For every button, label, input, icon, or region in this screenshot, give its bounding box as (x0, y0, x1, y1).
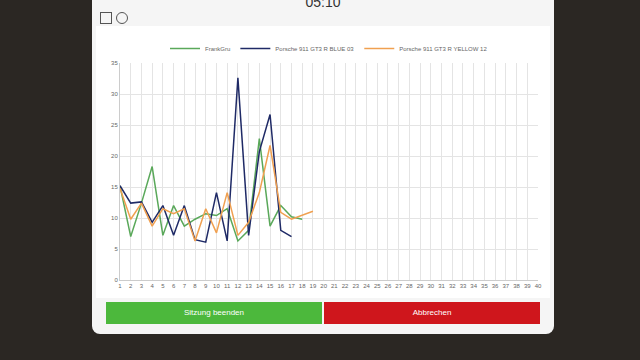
svg-text:23: 23 (352, 283, 359, 289)
svg-text:37: 37 (503, 283, 510, 289)
svg-text:21: 21 (331, 283, 338, 289)
svg-text:34: 34 (470, 283, 477, 289)
svg-text:11: 11 (224, 283, 231, 289)
svg-text:30: 30 (427, 283, 434, 289)
html-text:Abbrechen: Abbrechen (412, 308, 452, 317)
svg-text:24: 24 (363, 283, 370, 289)
svg-text:35: 35 (111, 60, 118, 66)
svg-text:33: 33 (460, 283, 467, 289)
svg-text:22: 22 (342, 283, 349, 289)
svg-text:2: 2 (129, 283, 133, 289)
svg-text:40: 40 (535, 283, 542, 289)
svg-text:1: 1 (118, 283, 122, 289)
svg-text:38: 38 (513, 283, 520, 289)
svg-text:29: 29 (417, 283, 424, 289)
svg-text:Porsche 911 GT3 R YELLOW 12: Porsche 911 GT3 R YELLOW 12 (399, 46, 487, 52)
svg-text:14: 14 (256, 283, 263, 289)
svg-text:10: 10 (213, 283, 220, 289)
svg-text:36: 36 (492, 283, 499, 289)
svg-text:3: 3 (140, 283, 144, 289)
svg-text:6: 6 (172, 283, 176, 289)
svg-text:FrankGru: FrankGru (205, 46, 230, 52)
svg-text:20: 20 (320, 283, 327, 289)
svg-text:17: 17 (288, 283, 295, 289)
svg-text:25: 25 (374, 283, 381, 289)
svg-text:5: 5 (161, 283, 165, 289)
svg-text:20: 20 (111, 153, 118, 159)
svg-text:28: 28 (406, 283, 413, 289)
svg-text:8: 8 (193, 283, 197, 289)
svg-text:9: 9 (204, 283, 208, 289)
svg-text:7: 7 (183, 283, 187, 289)
svg-text:4: 4 (150, 283, 154, 289)
svg-text:26: 26 (385, 283, 392, 289)
svg-text:31: 31 (438, 283, 445, 289)
svg-text:12: 12 (235, 283, 242, 289)
svg-text:30: 30 (111, 91, 118, 97)
svg-text:32: 32 (449, 283, 456, 289)
svg-text:15: 15 (111, 184, 118, 190)
svg-text:Porsche 911 GT3 R BLUE 03: Porsche 911 GT3 R BLUE 03 (275, 46, 354, 52)
svg-text:19: 19 (310, 283, 317, 289)
svg-text:0: 0 (114, 277, 118, 283)
svg-text:27: 27 (395, 283, 402, 289)
svg-text:18: 18 (299, 283, 306, 289)
svg-text:16: 16 (277, 283, 284, 289)
svg-text:13: 13 (245, 283, 252, 289)
html-text:Sitzung beenden: Sitzung beenden (184, 308, 244, 317)
svg-text:39: 39 (524, 283, 531, 289)
svg-text:10: 10 (111, 215, 118, 221)
svg-text:5: 5 (114, 246, 118, 252)
svg-text:35: 35 (481, 283, 488, 289)
svg-text:15: 15 (267, 283, 274, 289)
svg-text:25: 25 (111, 122, 118, 128)
